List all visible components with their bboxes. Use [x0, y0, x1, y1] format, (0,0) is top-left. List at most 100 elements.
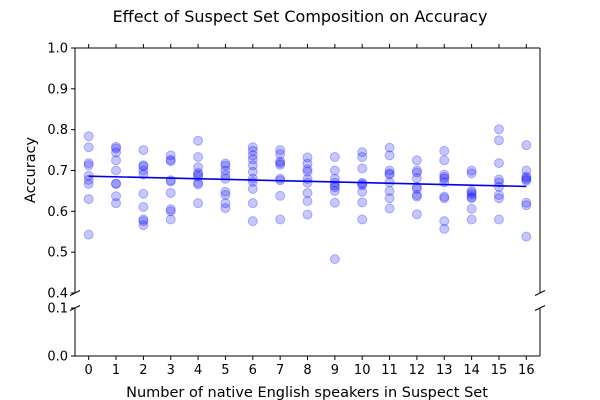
data-point: [466, 214, 477, 225]
data-point: [384, 203, 395, 214]
data-point: [138, 160, 149, 171]
data-point: [384, 165, 395, 176]
data-point: [329, 180, 340, 191]
data-point: [493, 135, 504, 146]
y-tick-label: 1.0: [47, 42, 68, 57]
data-point: [384, 169, 395, 180]
ticks: 0 1 2 3 4 5 6 7 8 9 10 11 12 13 14 15 160.40.50.60.70.80…: [47, 42, 534, 379]
data-point: [138, 165, 149, 176]
data-point: [138, 214, 149, 225]
data-point: [466, 185, 477, 196]
x-tick-label: 2: [139, 363, 147, 378]
data-point: [165, 187, 176, 198]
data-point: [302, 209, 313, 220]
data-point: [138, 220, 149, 231]
data-point: [220, 158, 231, 169]
data-point: [521, 175, 532, 186]
data-point: [83, 158, 94, 169]
data-point: [521, 174, 532, 185]
data-point: [138, 201, 149, 212]
data-point: [111, 178, 122, 189]
data-point: [111, 155, 122, 166]
data-point: [411, 173, 422, 184]
data-point: [111, 198, 122, 209]
data-point: [165, 176, 176, 187]
y-tick-label: 0.8: [47, 123, 68, 138]
y-tick-label: 0.5: [47, 246, 68, 261]
y-tick-label: 0.6: [47, 205, 68, 220]
data-point: [83, 160, 94, 171]
data-point: [83, 194, 94, 205]
data-point: [247, 166, 258, 177]
data-point: [220, 165, 231, 176]
lower-axes: [74, 308, 541, 357]
y-tick-label: 0.4: [47, 287, 68, 302]
data-point: [521, 171, 532, 182]
data-point: [193, 167, 204, 178]
data-point: [275, 149, 286, 160]
data-point: [302, 164, 313, 175]
data-point: [302, 196, 313, 207]
data-point: [111, 143, 122, 154]
data-point: [493, 124, 504, 135]
data-point: [466, 192, 477, 203]
data-point: [83, 178, 94, 189]
data-point: [411, 190, 422, 200]
data-point: [384, 142, 395, 153]
data-point: [384, 193, 395, 204]
data-point: [275, 158, 286, 169]
data-point: [439, 155, 450, 166]
data-point: [220, 203, 231, 214]
data-point: [111, 178, 122, 189]
data-point: [411, 209, 422, 220]
data-point: [165, 154, 176, 165]
data-point: [275, 190, 286, 201]
x-tick-label: 8: [303, 363, 311, 378]
data-point: [329, 185, 340, 196]
data-point: [411, 155, 422, 166]
data-point: [357, 214, 368, 225]
data-point: [439, 177, 450, 188]
data-point: [411, 167, 422, 178]
data-point: [493, 190, 504, 200]
data-point: [275, 159, 286, 170]
x-tick-label: 15: [491, 363, 508, 378]
x-tick-label: 12: [409, 363, 426, 378]
data-point: [521, 197, 532, 208]
data-point: [220, 160, 231, 171]
x-tick-label: 0: [85, 363, 93, 378]
x-tick-label: 11: [381, 363, 398, 378]
data-point: [357, 197, 368, 208]
data-point: [384, 168, 395, 179]
x-tick-label: 13: [436, 363, 453, 378]
x-tick-label: 9: [331, 363, 339, 378]
data-point: [165, 156, 176, 167]
trend-line: [88, 175, 527, 188]
data-point: [439, 172, 450, 183]
x-tick-label: 4: [194, 363, 202, 378]
data-point: [138, 216, 149, 227]
data-point: [83, 229, 94, 240]
data-point: [302, 177, 313, 188]
data-point: [384, 185, 395, 196]
data-point: [329, 173, 340, 184]
data-point: [83, 174, 94, 185]
data-point: [302, 158, 313, 169]
data-point: [439, 145, 450, 156]
data-point: [439, 193, 450, 204]
trend-line-layer: [88, 175, 527, 188]
data-point: [247, 150, 258, 161]
data-point: [111, 191, 122, 202]
x-tick-label: 14: [463, 363, 480, 378]
data-point: [521, 200, 532, 211]
data-point: [521, 140, 532, 151]
data-point: [165, 214, 176, 225]
x-tick-label: 10: [354, 363, 371, 378]
axis-break-mark: [534, 290, 546, 296]
data-point: [357, 163, 368, 174]
data-point: [193, 179, 204, 190]
data-point: [302, 152, 313, 163]
x-axis-label: Number of native English speakers in Sus…: [126, 385, 488, 400]
data-point: [357, 186, 368, 197]
